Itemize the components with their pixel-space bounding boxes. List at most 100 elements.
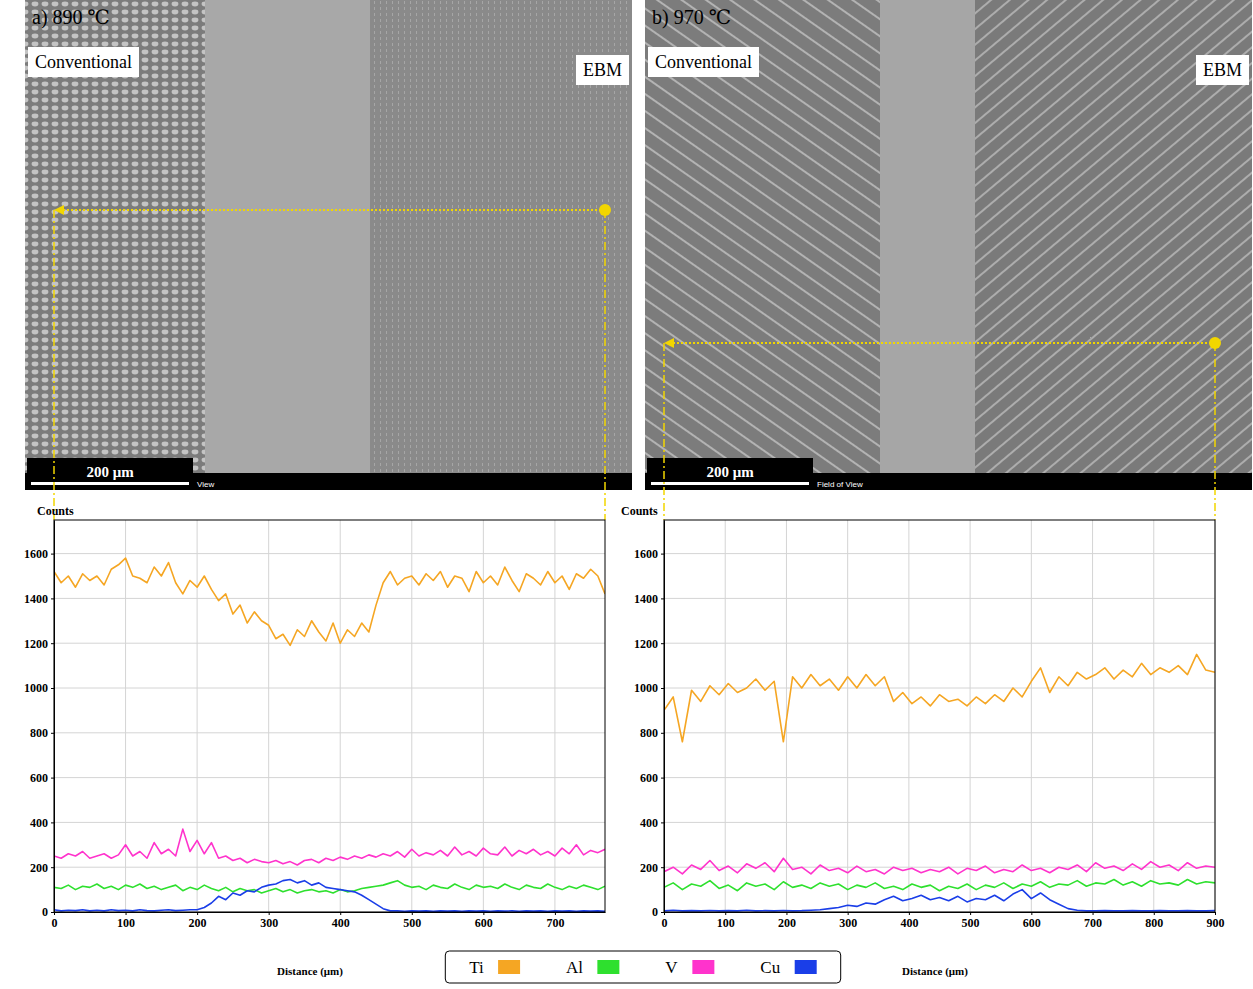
- tick-mark: [51, 554, 54, 555]
- tick: 200: [189, 912, 207, 930]
- label-background: [28, 47, 139, 77]
- tick: 200: [30, 861, 54, 875]
- grid-line: [54, 553, 605, 554]
- legend-item: Cu: [760, 958, 816, 977]
- legend-label: Cu: [760, 958, 780, 977]
- scan-guide: [1214, 343, 1216, 520]
- series-group: TiAlVCu: [664, 654, 1215, 910]
- series-line: V: [54, 829, 605, 865]
- tick-label: 0: [652, 905, 658, 919]
- tick-mark: [661, 912, 664, 913]
- region-label: EBM: [1203, 60, 1242, 80]
- tick-label: 300: [260, 916, 278, 930]
- grid-line: [1153, 520, 1154, 912]
- tick-mark: [661, 554, 664, 555]
- grid-line: [268, 520, 269, 912]
- legend-swatch: [692, 960, 714, 974]
- tick-label: 700: [546, 916, 564, 930]
- tick-label: 200: [189, 916, 207, 930]
- tick-label: 200: [30, 861, 48, 875]
- grid-line: [125, 520, 126, 912]
- series-line: Ti: [54, 558, 605, 645]
- scale-bar: [651, 482, 809, 485]
- scan-guide: [604, 210, 606, 520]
- legend-frame: [445, 951, 840, 983]
- info-text: Field of View: [817, 480, 863, 489]
- region-label: EBM: [583, 60, 622, 80]
- tick: 1000: [24, 681, 54, 695]
- tick-label: 500: [403, 916, 421, 930]
- grid-line: [847, 520, 848, 912]
- grid-line: [340, 520, 341, 912]
- y-axis: 02004006008001000120014001600: [634, 521, 665, 920]
- grid: [54, 520, 605, 912]
- micrograph: [645, 0, 1252, 490]
- x-axis: 0100200300400500600700800900: [662, 912, 1225, 930]
- x-axis-title: Distance (μm): [277, 965, 343, 978]
- micrograph: [25, 0, 632, 490]
- chart: TiAlVCu020040060080010001200140016000100…: [621, 504, 1225, 978]
- tick: 1000: [634, 681, 664, 695]
- grid-line: [54, 777, 605, 778]
- label-box: Conventional: [28, 47, 139, 77]
- diffusion-zone: [205, 0, 370, 490]
- tick: 900: [1207, 912, 1225, 930]
- scale-bar-label: 200 μm: [706, 464, 754, 480]
- legend-label: Al: [566, 958, 583, 977]
- plot-background: [664, 520, 1215, 912]
- label-background: [576, 55, 629, 85]
- tick-mark: [661, 688, 664, 689]
- tick-mark: [661, 778, 664, 779]
- series-line: Cu: [54, 880, 605, 912]
- tick: 800: [30, 726, 54, 740]
- info-text: View: [197, 480, 214, 489]
- tick-mark: [661, 867, 664, 868]
- label-background: [648, 47, 759, 77]
- tick-mark: [51, 912, 54, 913]
- tick-mark: [51, 867, 54, 868]
- chart: TiAlVCu020040060080010001200140016000100…: [24, 504, 606, 978]
- tick: 500: [403, 912, 421, 930]
- legend-label: Ti: [469, 958, 484, 977]
- grid-line: [664, 643, 1215, 644]
- tick-label: 800: [30, 726, 48, 740]
- tick: 1600: [24, 547, 54, 561]
- tick-label: 200: [778, 916, 796, 930]
- tick-label: 700: [1084, 916, 1102, 930]
- tick: 1200: [24, 637, 54, 651]
- tick: 600: [30, 771, 54, 785]
- tick-mark: [51, 598, 54, 599]
- tick: 400: [640, 816, 664, 830]
- tick: 1400: [24, 592, 54, 606]
- y-axis: 02004006008001000120014001600: [24, 521, 55, 920]
- tick: 500: [962, 912, 980, 930]
- micrograph-conventional: [25, 0, 205, 490]
- x-axis: 0100200300400500600700: [52, 912, 606, 930]
- tick-mark: [51, 733, 54, 734]
- legend-item: Al: [566, 958, 619, 977]
- tick: 1600: [634, 547, 664, 561]
- plot-background: [54, 520, 605, 912]
- tick-label: 1200: [634, 637, 658, 651]
- grid-line: [725, 520, 726, 912]
- tick-label: 1200: [24, 637, 48, 651]
- scan-guide: [53, 210, 55, 520]
- grid-line: [970, 520, 971, 912]
- scan-guide: [663, 343, 665, 520]
- grid-line: [664, 732, 1215, 733]
- tick-label: 600: [640, 771, 658, 785]
- grid-line: [664, 598, 1215, 599]
- label-box: Conventional: [648, 47, 759, 77]
- scale-bar-label: 200 μm: [86, 464, 134, 480]
- tick: 700: [546, 912, 564, 930]
- tick: 1200: [634, 637, 664, 651]
- grid-line: [664, 822, 1215, 823]
- panel-title: a) 890 ℃: [32, 6, 110, 29]
- x-axis-title: Distance (μm): [902, 965, 968, 978]
- panel-title: b) 970 ℃: [652, 6, 731, 29]
- tick-label: 100: [717, 916, 735, 930]
- tick: 600: [1023, 912, 1041, 930]
- series-group: TiAlVCu: [54, 558, 605, 911]
- grid: [664, 520, 1215, 912]
- tick: 400: [900, 912, 918, 930]
